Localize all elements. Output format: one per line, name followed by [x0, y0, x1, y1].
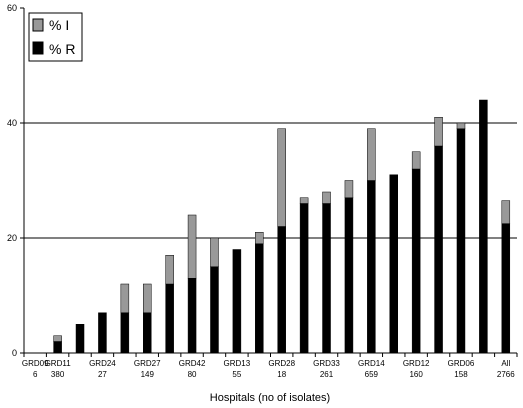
x-category-count: 80 [188, 370, 197, 379]
x-category-label: GRD28 [268, 359, 295, 368]
bar-r [75, 324, 85, 354]
bar-i [501, 200, 511, 224]
bar-i [143, 283, 152, 313]
x-category-count: 380 [51, 370, 65, 379]
x-category-label: GRD42 [179, 359, 206, 368]
legend-swatch-i [32, 18, 44, 32]
bar-i [322, 191, 331, 204]
legend-label-r: % R [49, 41, 75, 57]
x-category-count: 149 [141, 370, 155, 379]
y-tick-label: 20 [7, 233, 17, 243]
x-category-count: 27 [98, 370, 107, 379]
bar-r [143, 312, 152, 354]
y-tick-label: 40 [7, 118, 17, 128]
bar-r [456, 128, 466, 354]
bar-r [210, 266, 219, 354]
x-axis-label: Hospitals (no of isolates) [210, 392, 330, 404]
x-category-label: GRD09 [22, 359, 49, 368]
legend-label-i: % I [49, 17, 69, 33]
x-category-label: GRD14 [358, 359, 385, 368]
bar-r [322, 203, 331, 354]
bar-i [255, 232, 264, 244]
x-category-label: GRD06 [448, 359, 475, 368]
x-category-label: GRD27 [134, 359, 161, 368]
y-tick-label: 0 [12, 348, 17, 358]
y-tick-label: 60 [7, 3, 17, 13]
bar-i [299, 197, 309, 204]
bar-r [187, 278, 197, 354]
x-category-count: 55 [232, 370, 241, 379]
bar-r [299, 203, 309, 354]
bar-i [210, 237, 219, 267]
x-category-count: 659 [365, 370, 379, 379]
x-category-label: GRD24 [89, 359, 116, 368]
x-category-count: 158 [454, 370, 468, 379]
legend-swatch-r [32, 41, 44, 55]
bar-r [277, 226, 286, 354]
bar-i [434, 117, 443, 147]
bar-r [98, 312, 107, 354]
bar-i [367, 128, 376, 181]
bar-r [165, 283, 174, 354]
bar-r [120, 312, 130, 354]
legend: % I % R [28, 12, 83, 62]
x-category-count: 2766 [497, 370, 515, 379]
bar-i [411, 151, 421, 170]
bar-r [53, 341, 62, 354]
bar-i [165, 255, 174, 285]
bar-r [367, 180, 376, 354]
bar-r [389, 174, 398, 354]
x-category-count: 160 [409, 370, 423, 379]
x-category-count: 6 [33, 370, 38, 379]
bar-r [344, 197, 354, 354]
x-category-count: 18 [277, 370, 286, 379]
x-category-label: GRD33 [313, 359, 340, 368]
bar-i [187, 214, 197, 279]
bar-r [501, 223, 511, 354]
bar-r [479, 99, 488, 354]
bar-r [434, 145, 443, 354]
bar-i [53, 335, 62, 342]
x-tick-labels: GRD09 6 GRD11 380 GRD24 27 GRD27 149 GRD42 80 GRD1… [22, 353, 518, 379]
x-category-label: GRD13 [224, 359, 251, 368]
bar-r [232, 249, 242, 354]
bar-r [255, 243, 264, 354]
x-category-label: GRD12 [403, 359, 430, 368]
x-category-label: All [501, 359, 510, 368]
bar-i [456, 122, 466, 129]
y-tick-labels: 0 20 40 60 [7, 3, 24, 358]
bar-r [411, 168, 421, 354]
bar-i [277, 128, 286, 227]
x-category-label: GRD11 [45, 359, 72, 368]
x-category-count: 261 [320, 370, 334, 379]
bars [53, 99, 511, 354]
bar-i [344, 180, 354, 198]
bar-i [120, 283, 130, 313]
